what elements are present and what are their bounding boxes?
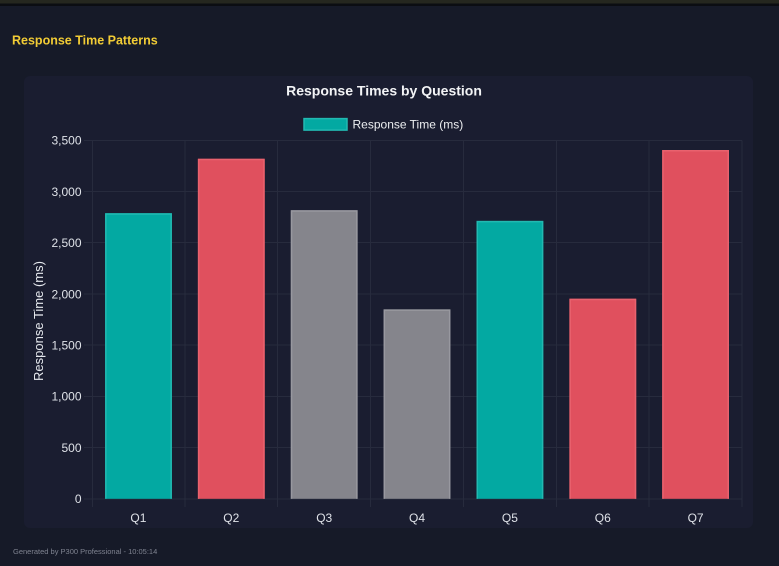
- svg-text:Q5: Q5: [502, 511, 518, 525]
- svg-text:Q1: Q1: [130, 511, 146, 525]
- svg-text:1,500: 1,500: [51, 339, 81, 353]
- svg-text:1,000: 1,000: [51, 390, 81, 404]
- svg-text:Response Time (ms): Response Time (ms): [31, 261, 46, 381]
- svg-text:Q6: Q6: [595, 511, 611, 525]
- svg-text:Q2: Q2: [223, 511, 239, 525]
- svg-text:500: 500: [61, 441, 81, 455]
- svg-text:3,000: 3,000: [51, 185, 81, 199]
- svg-text:Generated by P300 Professional: Generated by P300 Professional - 10:05:1…: [13, 547, 157, 556]
- svg-text:Q3: Q3: [316, 511, 332, 525]
- svg-text:Response Time (ms): Response Time (ms): [353, 117, 464, 131]
- svg-text:Q7: Q7: [688, 511, 704, 525]
- svg-text:Response Time Patterns: Response Time Patterns: [12, 34, 158, 48]
- svg-text:0: 0: [75, 492, 82, 506]
- svg-text:2,000: 2,000: [51, 287, 81, 301]
- svg-text:Q4: Q4: [409, 511, 425, 525]
- svg-text:3,500: 3,500: [51, 134, 81, 148]
- svg-text:2,500: 2,500: [51, 236, 81, 250]
- svg-text:Response Times by Question: Response Times by Question: [286, 83, 482, 99]
